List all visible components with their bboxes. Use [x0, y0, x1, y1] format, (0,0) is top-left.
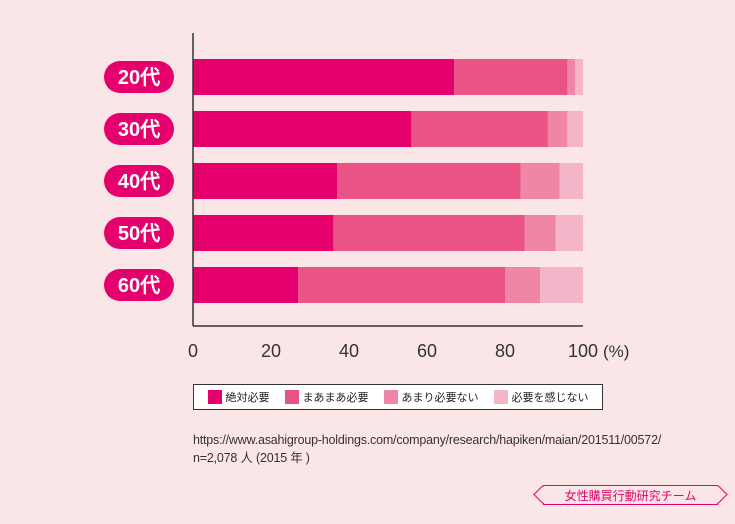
legend-label: あまり必要ない: [401, 392, 479, 404]
bar-segment: [411, 111, 548, 147]
bar-segment: [567, 59, 576, 95]
x-tick-label: 20: [261, 341, 281, 361]
bar-segment: [567, 111, 583, 147]
bar-segment: [193, 111, 412, 147]
bar-segment: [520, 163, 560, 199]
legend-label: 必要を感じない: [511, 392, 589, 404]
category-pill: [104, 61, 174, 93]
legend-swatch: [493, 390, 508, 404]
bar-segment: [555, 215, 583, 251]
stacked-bar-chart: 20代 30代 40代 50代 60代 0 20 40 60 80 100 (%): [104, 33, 629, 361]
x-tick-label: 80: [495, 341, 515, 361]
category-label: 50代: [118, 222, 160, 245]
x-tick-label: 60: [417, 341, 437, 361]
category-label: 30代: [118, 118, 160, 141]
bar-segment: [337, 163, 521, 199]
x-tick-label: 40: [339, 341, 359, 361]
bar-segment: [575, 59, 583, 95]
bar-segment: [193, 215, 334, 251]
x-tick-label: 0: [188, 341, 198, 361]
bar-segment: [540, 267, 583, 303]
bar-segment: [454, 59, 568, 95]
category-pill: [104, 113, 174, 145]
bar-segment: [193, 163, 338, 199]
bar-segment: [505, 267, 541, 303]
legend-label: まあまあ必要: [302, 392, 369, 404]
category-label: 20代: [118, 66, 160, 89]
source-note: https://www.asahigroup-holdings.com/comp…: [193, 431, 661, 467]
sample-size: n=2,078 人 (2015 年 ): [193, 451, 310, 465]
bar-segment: [547, 111, 568, 147]
category-pill: [104, 217, 174, 249]
category-label: 40代: [118, 170, 160, 193]
category-pill: [104, 269, 174, 301]
team-label: 女性購買行動研究チーム: [543, 485, 718, 505]
bar-segment: [559, 163, 583, 199]
bar-segment: [193, 267, 299, 303]
category-pill: [104, 165, 174, 197]
legend-label: 絶対必要: [225, 392, 270, 404]
legend-swatch: [383, 390, 398, 404]
category-label: 60代: [118, 274, 160, 297]
bar-segment: [333, 215, 525, 251]
legend-item-not-needed: 必要を感じない: [493, 389, 589, 405]
legend-item-somewhat-needed: まあまあ必要: [284, 389, 369, 405]
x-unit-label: (%): [603, 342, 629, 361]
x-tick-label: 100: [568, 341, 598, 361]
bar-segment: [524, 215, 556, 251]
legend-swatch: [207, 390, 222, 404]
bar-segment: [193, 59, 455, 95]
chart-legend: 絶対必要 まあまあ必要 あまり必要ない 必要を感じない: [193, 384, 603, 410]
bar-segment: [298, 267, 505, 303]
legend-swatch: [284, 390, 299, 404]
legend-item-not-really-needed: あまり必要ない: [383, 389, 479, 405]
legend-item-absolutely-needed: 絶対必要: [207, 389, 270, 405]
source-url: https://www.asahigroup-holdings.com/comp…: [193, 433, 662, 447]
